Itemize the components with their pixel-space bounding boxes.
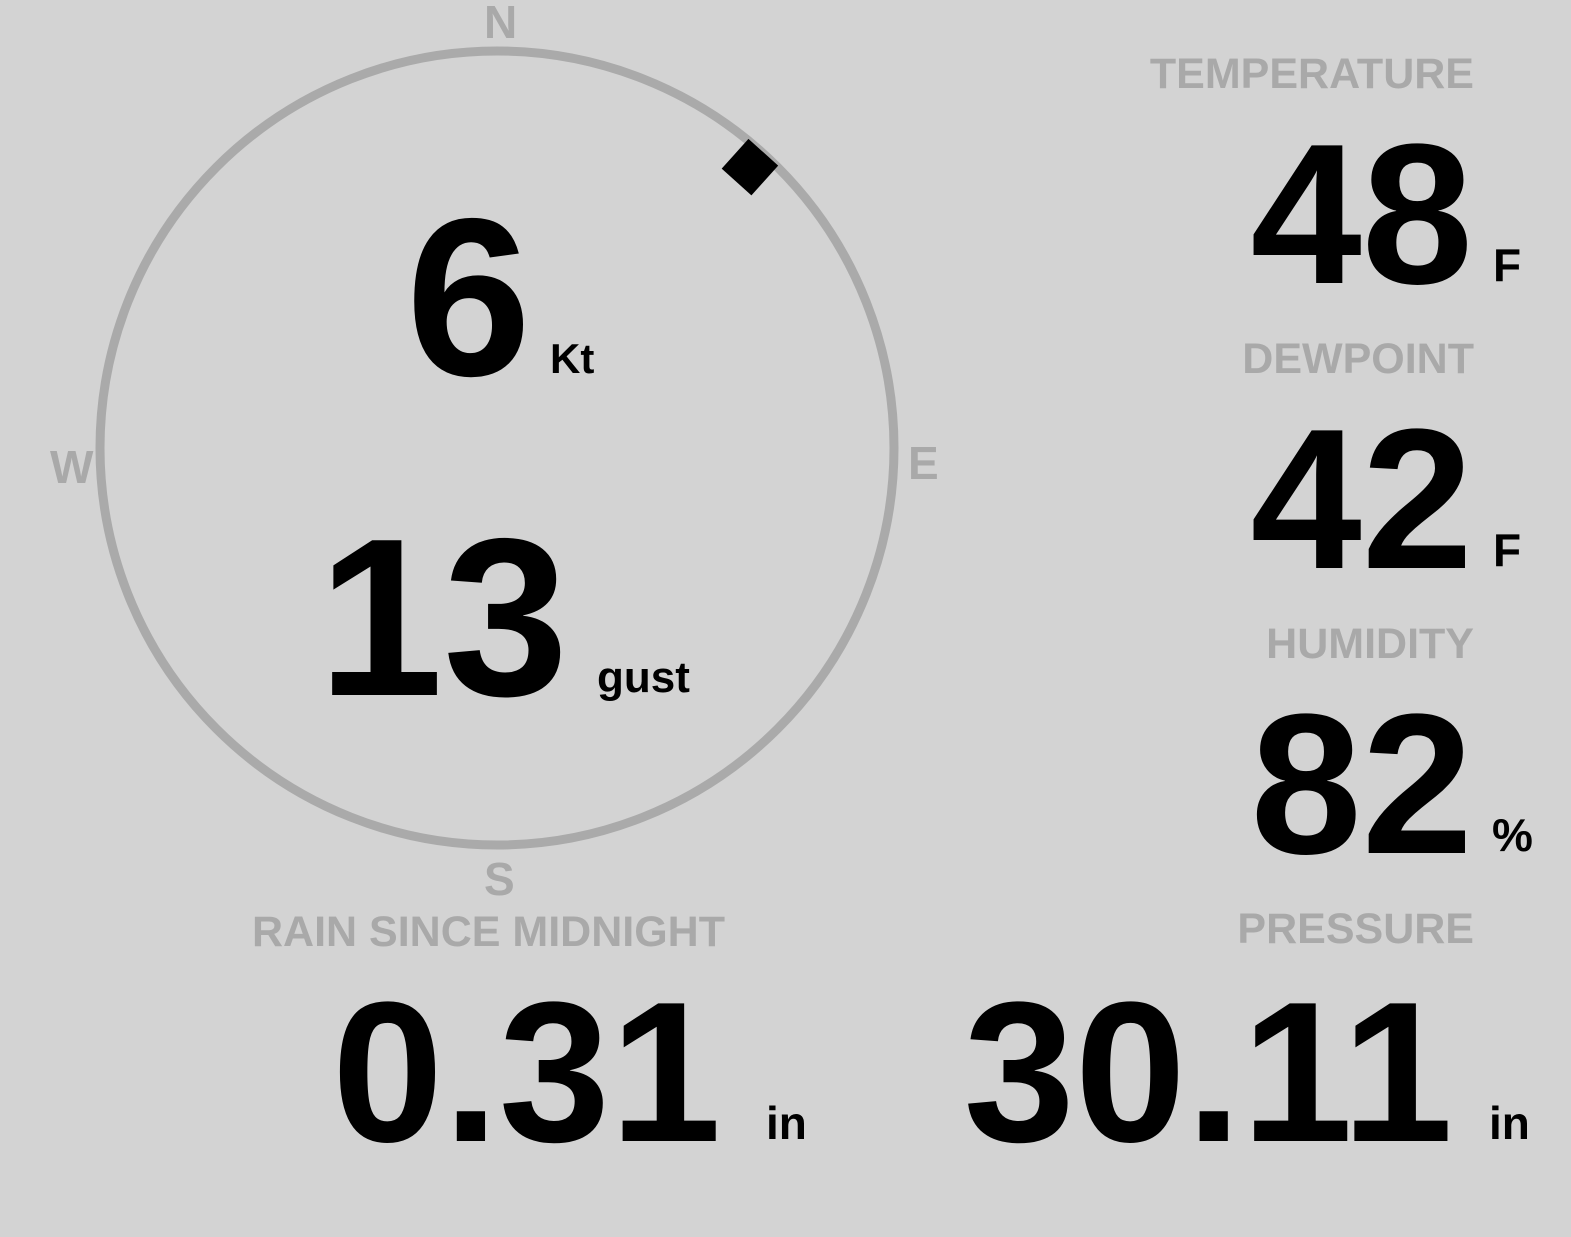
wind-gust-value: 13	[318, 491, 569, 743]
wind-speed-unit: Kt	[550, 335, 595, 382]
dewpoint-unit: F	[1493, 524, 1522, 576]
compass-ring	[95, 46, 899, 850]
rain-label: RAIN SINCE MIDNIGHT	[252, 908, 725, 956]
wind-compass	[95, 46, 899, 850]
pressure-label: PRESSURE	[1237, 905, 1474, 953]
wind-gust-unit: gust	[597, 653, 690, 702]
dewpoint-label: DEWPOINT	[1242, 335, 1474, 383]
temperature-value: 48	[1250, 103, 1473, 326]
temperature-unit: F	[1493, 239, 1522, 291]
pressure-unit: in	[1489, 1097, 1530, 1149]
compass-north: N	[484, 0, 518, 48]
temperature-label: TEMPERATURE	[1149, 50, 1474, 98]
pressure-value: 30.11	[963, 961, 1453, 1184]
humidity-value: 82	[1250, 673, 1473, 896]
humidity-unit: %	[1492, 809, 1533, 861]
humidity-label: HUMIDITY	[1266, 620, 1474, 668]
compass-east: E	[908, 437, 939, 489]
compass-south: S	[484, 853, 515, 905]
wind-speed-value: 6	[406, 171, 532, 423]
dewpoint-value: 42	[1250, 388, 1473, 611]
rain-value: 0.31	[332, 961, 722, 1184]
compass-west: W	[50, 441, 94, 493]
wind-direction-marker	[721, 138, 779, 196]
rain-unit: in	[766, 1097, 807, 1149]
